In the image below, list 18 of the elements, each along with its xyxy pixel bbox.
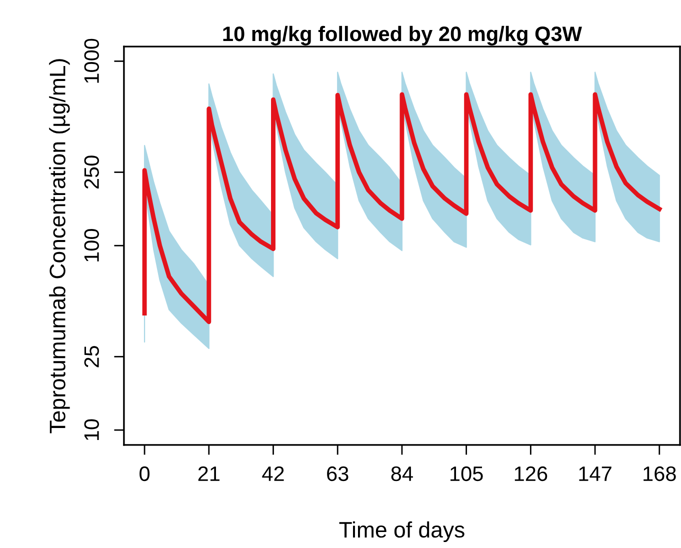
x-tick-label: 147 <box>579 466 612 481</box>
y-tick-label: 25 <box>84 346 99 368</box>
x-tick-label: 105 <box>450 466 483 482</box>
y-tick-label: 250 <box>84 156 99 189</box>
x-tick-label: 168 <box>644 466 676 482</box>
y-tick-label: 1000 <box>84 38 99 83</box>
x-tick-label: 63 <box>327 466 348 482</box>
x-tick-label: 21 <box>198 466 220 481</box>
x-tick-label: 126 <box>514 466 548 482</box>
line-series <box>142 92 662 324</box>
x-tick-label: 0 <box>140 466 150 482</box>
x-tick-label: 84 <box>391 466 413 482</box>
x-axis-title: Time of days <box>339 521 464 542</box>
chart-title: 10 mg/kg followed by 20 mg/kg Q3W <box>223 26 582 46</box>
y-tick-label: 100 <box>84 229 99 262</box>
y-tick-label: 10 <box>84 419 99 440</box>
y-axis-title: Teprotumumab Concentration (µg/mL) <box>49 59 70 434</box>
x-tick-label: 42 <box>262 466 284 481</box>
